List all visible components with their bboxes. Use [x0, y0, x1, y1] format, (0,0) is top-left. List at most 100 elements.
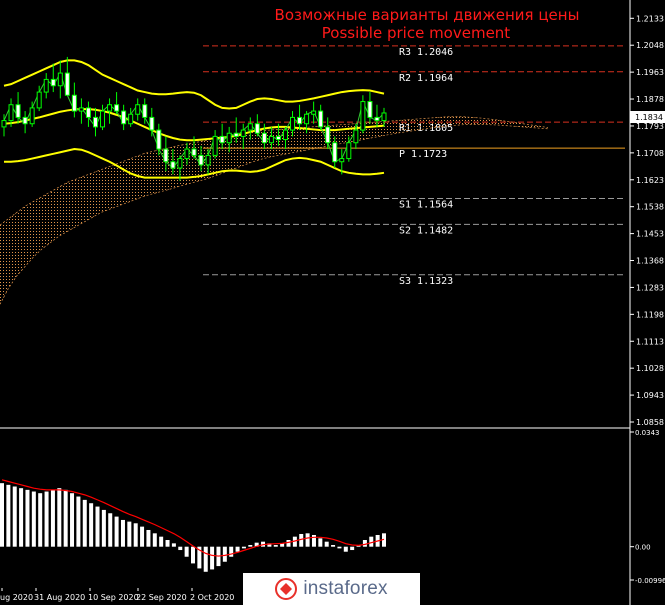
macd-bar: [311, 534, 316, 547]
macd-bar: [95, 506, 100, 547]
macd-bar: [229, 546, 234, 557]
price-tick-label: 1.1198: [636, 310, 664, 319]
candle-body: [128, 113, 134, 125]
candle-body: [142, 104, 148, 118]
candle-body: [107, 104, 113, 112]
macd-bar: [210, 546, 215, 570]
candle-body: [36, 91, 42, 109]
candle-body: [1, 120, 7, 128]
candle-body: [8, 104, 14, 122]
candle-body: [381, 112, 387, 122]
macd-bar: [178, 546, 183, 551]
candle-body: [156, 129, 162, 150]
macd-bar: [248, 545, 253, 547]
chart-title-ru: Возможные варианты движения цены: [275, 6, 580, 24]
macd-bar: [140, 526, 145, 547]
candle-body: [100, 110, 106, 128]
macd-bar: [343, 546, 348, 552]
candle-body: [198, 154, 204, 166]
macd-bar: [305, 533, 310, 547]
macd-bar: [38, 493, 43, 547]
candle-body: [367, 101, 373, 118]
candle-body: [233, 132, 239, 137]
candle-body: [219, 135, 225, 144]
macd-bar: [171, 543, 176, 547]
candle-body: [247, 123, 253, 131]
candle-body: [184, 148, 190, 160]
candle-body: [226, 132, 232, 144]
candle-body: [64, 72, 70, 96]
candle-body: [346, 142, 352, 160]
macd-bar: [146, 529, 151, 547]
candle-body: [261, 132, 267, 144]
macd-bar: [50, 489, 55, 547]
macd-bar: [31, 491, 36, 547]
price-tick-label: 1.1538: [636, 203, 664, 212]
level-label-p: P 1.1723: [399, 149, 447, 160]
macd-bar: [318, 538, 323, 547]
macd-bar: [12, 486, 17, 547]
candle-body: [149, 116, 155, 131]
price-tick-label: 1.1368: [636, 257, 664, 266]
time-tick-label: ug 2020: [0, 593, 33, 602]
level-label-s1: S1 1.1564: [399, 199, 453, 210]
candle-body: [135, 104, 141, 115]
candle-body: [311, 110, 317, 115]
macd-bar: [82, 499, 87, 547]
cloud-upper-edge: [0, 116, 549, 226]
macd-bar: [331, 545, 336, 547]
macd-bar: [108, 513, 113, 547]
macd-bar: [197, 546, 202, 569]
macd-bar: [273, 545, 278, 547]
macd-bar: [235, 546, 240, 552]
candle-body: [240, 129, 246, 137]
candle-body: [121, 110, 127, 125]
candle-body: [85, 107, 91, 118]
candle-body: [282, 129, 288, 141]
candle-body: [78, 107, 84, 112]
time-tick-label: 22 Sep 2020: [136, 593, 187, 602]
candle-body: [332, 142, 338, 163]
price-tick-label: 1.1623: [636, 176, 664, 185]
macd-bar: [337, 546, 342, 549]
macd-bar: [369, 536, 374, 547]
candle-body: [325, 126, 331, 144]
candle-body: [22, 116, 28, 125]
level-label-s3: S3 1.1323: [399, 276, 453, 287]
price-tick-label: 1.2048: [636, 41, 664, 50]
candle-body: [374, 116, 380, 122]
macd-bar: [76, 496, 81, 547]
time-tick-label: 10 Sep 2020: [88, 593, 139, 602]
candle-body: [339, 158, 345, 163]
candle-body: [268, 135, 274, 144]
candle-body: [290, 116, 296, 131]
macd-bar: [184, 546, 189, 557]
macd-bar: [63, 489, 68, 547]
macd-bar: [254, 542, 259, 547]
macd-bar: [120, 519, 125, 547]
candle-body: [304, 113, 310, 125]
time-tick-label: 31 Aug 2020: [34, 593, 85, 602]
candle-body: [15, 104, 21, 118]
time-tick-label: 2 Oct 2020: [190, 593, 234, 602]
macd-panel: 0.0343 0.00 -0.00996: [0, 429, 665, 585]
candle-body: [318, 110, 324, 128]
candle-body: [43, 78, 49, 93]
macd-bar: [44, 491, 49, 547]
level-label-s2: S2 1.1482: [399, 225, 453, 236]
current-price-label: 1.1834: [635, 113, 663, 122]
macd-bar: [350, 546, 355, 551]
macd-bar: [6, 484, 11, 547]
macd-bar: [89, 503, 94, 547]
candle-body: [275, 135, 281, 141]
macd-bar: [324, 541, 329, 547]
candle-body: [297, 116, 303, 125]
candle-body: [29, 107, 35, 125]
price-tick-label: 1.1793: [636, 122, 664, 131]
macd-bar: [203, 546, 208, 572]
macd-bar: [165, 540, 170, 547]
brand-logo-text: instaforex: [303, 578, 388, 599]
